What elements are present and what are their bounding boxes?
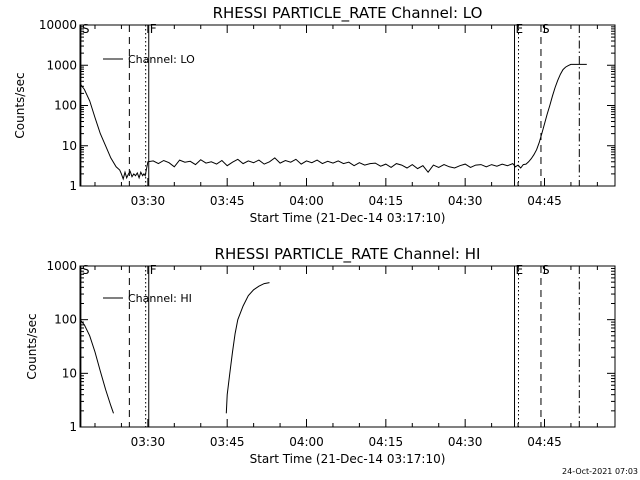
x-tick-label: 03:45 [210,194,245,208]
y-tick-label: 1000 [46,259,77,273]
y-tick-label: 1 [69,420,77,434]
event-marker-label: S [82,22,90,36]
x-tick-label: 03:30 [131,435,166,449]
chart-panel-hi: RHESSI PARTICLE_RATE Channel: HI Start Ti… [25,245,616,466]
event-marker-label: S [542,263,550,277]
chart-panel-lo: RHESSI PARTICLE_RATE Channel: LO Start Ti… [13,4,616,225]
event-marker-label: E [516,263,524,277]
x-tick-label: 03:45 [210,435,245,449]
chart-title: RHESSI PARTICLE_RATE Channel: LO [213,4,483,23]
x-tick-label: 04:45 [527,435,562,449]
y-tick-label: 100 [54,99,77,113]
y-tick-label: 100 [54,313,77,327]
legend-label: Channel: LO [128,53,195,66]
plot-frame [79,24,616,187]
y-tick-label: 1 [69,179,77,193]
event-marker-label: F [150,263,157,277]
legend-lo: Channel: LO [103,53,195,66]
x-tick-label: 03:30 [131,194,166,208]
y-tick-label: 10000 [39,18,77,32]
x-tick-label: 04:45 [527,194,562,208]
legend-label: Channel: HI [128,292,192,305]
x-axis-label: Start Time (21-Dec-14 03:17:10) [250,211,446,225]
plot-frame [79,265,616,428]
x-tick-label: 04:15 [369,194,404,208]
x-tick-label: 04:30 [448,435,483,449]
series-line [79,282,270,414]
x-tick-label: 04:15 [369,435,404,449]
y-tick-label: 1000 [46,58,77,72]
y-axis-label: Counts/sec [25,313,39,379]
event-marker-label: F [150,22,157,36]
event-marker-label: S [542,22,550,36]
x-tick-label: 04:00 [289,194,324,208]
legend-hi: Channel: HI [103,292,192,305]
y-tick-label: 10 [62,366,77,380]
x-axis-label: Start Time (21-Dec-14 03:17:10) [250,452,446,466]
generation-timestamp: 24-Oct-2021 07:03 [562,467,638,476]
y-tick-label: 10 [62,139,77,153]
chart-title: RHESSI PARTICLE_RATE Channel: HI [215,245,481,264]
event-marker-label: S [82,263,90,277]
event-marker-label: E [516,22,524,36]
y-axis-label: Counts/sec [13,72,27,138]
series-line [79,63,587,181]
x-tick-label: 04:30 [448,194,483,208]
x-tick-label: 04:00 [289,435,324,449]
